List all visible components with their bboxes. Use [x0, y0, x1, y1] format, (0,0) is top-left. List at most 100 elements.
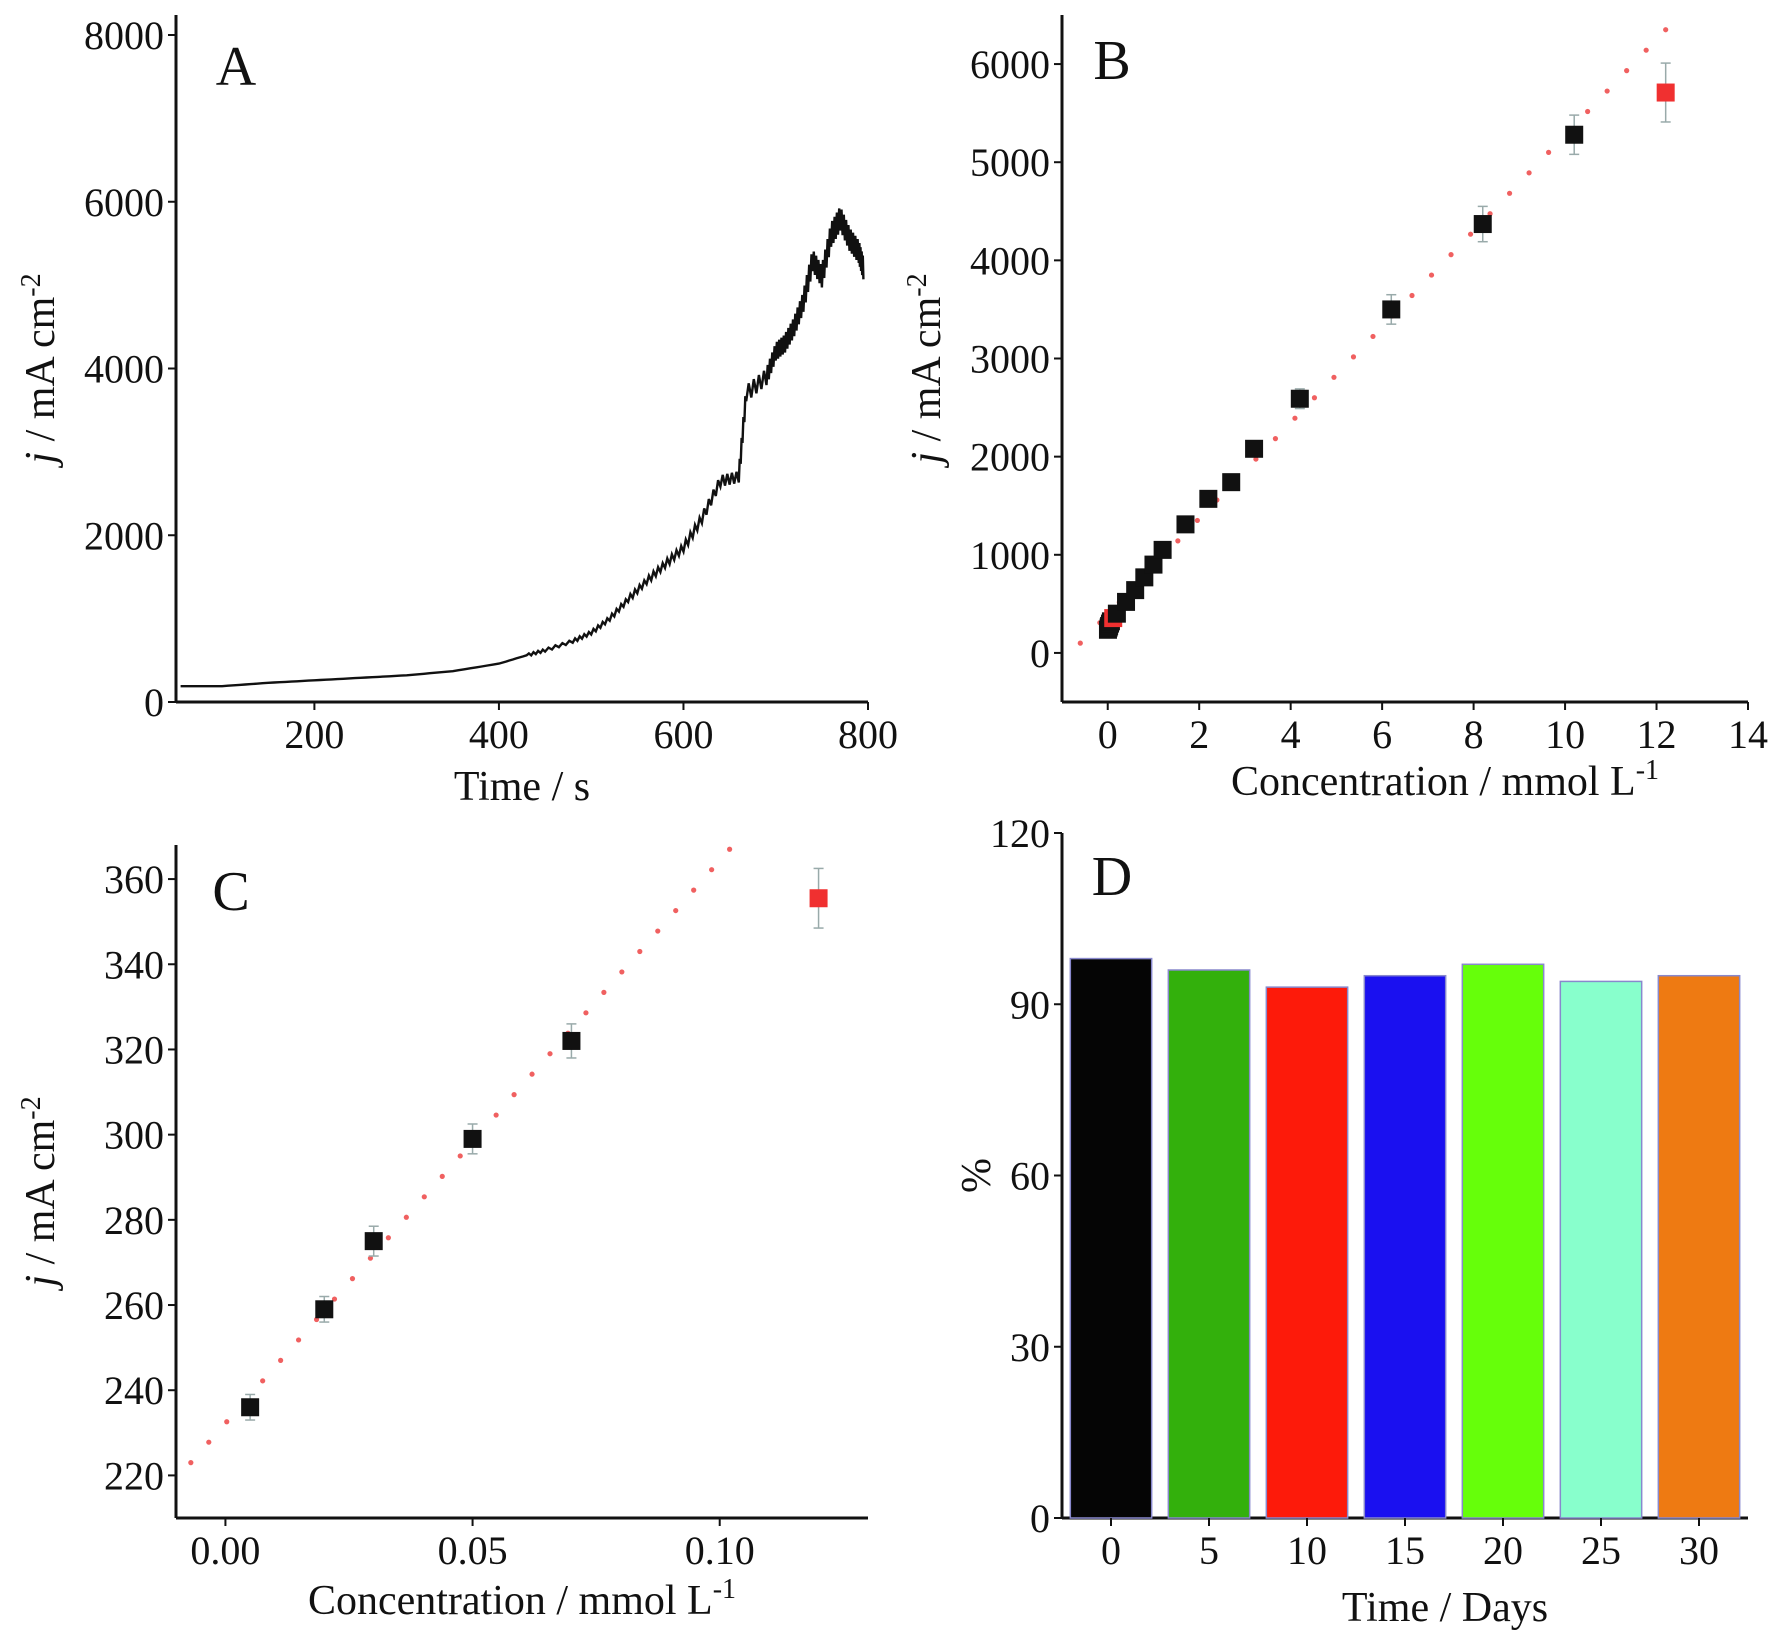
panel-b-fit-line-dot [1292, 415, 1298, 421]
panel-b-fit-line-dot [1409, 292, 1415, 299]
panel-c-fit-line-dot [493, 1112, 499, 1118]
panel-a-y-axis-title-sup: -2 [16, 273, 47, 296]
panel-b-data-point [1222, 473, 1241, 492]
panel-b-data-point [1473, 215, 1492, 234]
panel-d-bar [1559, 980, 1643, 1519]
panel-c-y-tick-label: 280 [104, 1198, 164, 1243]
panel-c-y-axis-title-sup: -2 [16, 1096, 47, 1119]
panel-c-fit-line-dot [727, 846, 733, 852]
panel-d-bar [1265, 986, 1349, 1519]
panel-b-fit-line-dot [1506, 190, 1513, 196]
panel-c-y-tick-label: 320 [104, 1027, 164, 1072]
panel-b-fit-line-dot [1311, 395, 1318, 401]
panel-b-y-tick-label: 3000 [970, 337, 1050, 382]
panel-a-y-tick-label: 6000 [84, 180, 164, 225]
panel-b-y-axis-title-unit: / mA cm [904, 296, 950, 451]
panel-d-x-tick-label: 0 [1101, 1528, 1121, 1573]
panel-c-fit-line-dot [637, 948, 643, 955]
panel-c-data-point [809, 889, 828, 908]
panel-b-y-tick-label: 0 [1030, 631, 1050, 676]
panel-a-x-axis-title: Time / s [454, 764, 590, 810]
panel-c-y-tick-label: 240 [104, 1368, 164, 1413]
panel-b-x-tick-label: 6 [1372, 712, 1392, 757]
panel-b-fit-line-dot [1194, 517, 1200, 524]
panel-a-y-tick-label: 0 [144, 680, 164, 725]
panel-d-y-axis-title: % [954, 1158, 1000, 1193]
panel-d-y-tick-label: 90 [1010, 982, 1050, 1027]
panel-b-x-tick-label: 12 [1637, 712, 1677, 757]
panel-c-fit-line-dot [619, 969, 625, 975]
panel-c-x-tick-label: 0.00 [190, 1528, 260, 1573]
panel-d-bar [1069, 957, 1153, 1519]
panel-d-x-tick-label: 20 [1483, 1528, 1523, 1573]
panel-c-data-point [241, 1398, 260, 1417]
panel-d-x-tick-label: 15 [1385, 1528, 1425, 1573]
panel-b-x-tick-label: 4 [1281, 712, 1301, 757]
panel-c-fit-line-dot [224, 1419, 230, 1425]
panel-c-fit-line-dot [655, 928, 661, 934]
panel-c-fit-line-dot [709, 867, 715, 873]
panel-c-y-tick-label: 220 [104, 1453, 164, 1498]
panel-b-letter: B [1093, 30, 1130, 92]
panel-c-data-point [315, 1300, 334, 1319]
panel-b-fit-line-dot [1448, 252, 1454, 258]
panel-c-fit-line-dot [349, 1276, 356, 1282]
panel-b-fit-line-dot [1624, 68, 1630, 74]
panel-c-y-tick-label: 360 [104, 857, 164, 902]
panel-b-chart: 0 1000 2000 3000 4000 5000 6000 0 2 4 6 8 10 12 14 B Con… [902, 15, 1768, 805]
panel-d-chart: 0 30 60 90 120 0 5 10 15 20 25 30 D Time / Days% [954, 811, 1748, 1631]
panel-b-x-tick-label: 14 [1728, 712, 1768, 757]
panel-c-fit-line-dot [439, 1173, 445, 1179]
panel-c-fit-line-dot [188, 1460, 194, 1466]
panel-b-fit-line-dot [1253, 456, 1259, 462]
panel-b-fit-line-dot [1546, 149, 1552, 155]
panel-c-data-point [463, 1129, 482, 1148]
panel-b-y-tick-label: 2000 [970, 435, 1050, 480]
panel-d-x-tick-label: 25 [1581, 1528, 1621, 1573]
panel-b-y-axis-title-j: j [904, 452, 950, 469]
panel-a-y-axis-title-j: j [18, 452, 64, 469]
panel-b-fit-line-dot [1487, 211, 1493, 217]
panel-d-x-tick-label: 10 [1287, 1528, 1327, 1573]
panel-b-data-point [1565, 125, 1584, 144]
panel-d-x-axis-title: Time / Days [1342, 1585, 1548, 1631]
panel-b-y-axis-title: j / mA cm-2 [902, 273, 950, 468]
panel-b-data-point [1656, 83, 1675, 102]
panel-b-y-tick-label: 6000 [970, 42, 1050, 87]
panel-c-fit-line-dot [278, 1357, 284, 1363]
panel-a-x-tick-label: 400 [469, 712, 529, 757]
panel-c-fit-line-dot [295, 1337, 302, 1343]
panel-a-y-tick-label: 4000 [84, 347, 164, 392]
panel-b-y-tick-label: 4000 [970, 238, 1050, 283]
panel-c-fit-line-dot [529, 1071, 535, 1077]
panel-c-chart: 220 240 260 280 300 320 340 360 0.00 0.05 0.10 C Con… [16, 845, 868, 1624]
panel-d-x-tick-label: 30 [1679, 1528, 1719, 1573]
panel-b-data-point [1144, 555, 1163, 574]
panel-b-y-tick-label: 5000 [970, 140, 1050, 185]
panel-b-fit-line-dot [1370, 333, 1376, 340]
panel-c-fit-line-dot [691, 887, 697, 893]
panel-a-x-axis-title-text: Time / s [454, 764, 590, 810]
panel-c-data-point [364, 1232, 383, 1251]
panel-b-fit-line-dot [1585, 108, 1591, 115]
panel-b-y-tick-label: 1000 [970, 533, 1050, 578]
panel-c-x-tick-label: 0.10 [685, 1528, 755, 1573]
panel-a-y-tick-label: 2000 [84, 513, 164, 558]
panel-d-y-tick-label: 120 [990, 811, 1050, 856]
panel-b-fit-line-dot [1272, 436, 1279, 442]
panel-c-fit-line-dot [457, 1153, 463, 1159]
panel-b-x-axis-title: Concentration / mmol L-1 [1231, 755, 1659, 805]
panel-c-y-axis-title: j / mA cm-2 [16, 1096, 64, 1291]
panel-b-fit-line-dot [1467, 231, 1474, 237]
panel-d-y-tick-label: 60 [1010, 1154, 1050, 1199]
panel-b-x-tick-label: 0 [1098, 712, 1118, 757]
panel-a-x-tick-label: 800 [838, 712, 898, 757]
panel-d-x-tick-label: 5 [1199, 1528, 1219, 1573]
panel-b-x-axis-title-sup: -1 [1636, 755, 1659, 786]
panel-c-y-axis-title-j: j [18, 1275, 64, 1292]
panel-b-fit-line-dot [1350, 354, 1357, 360]
panel-a-x-tick-label: 200 [284, 712, 344, 757]
panel-b-fit-line-dot [1175, 538, 1181, 544]
panel-a-letter: A [216, 36, 257, 98]
